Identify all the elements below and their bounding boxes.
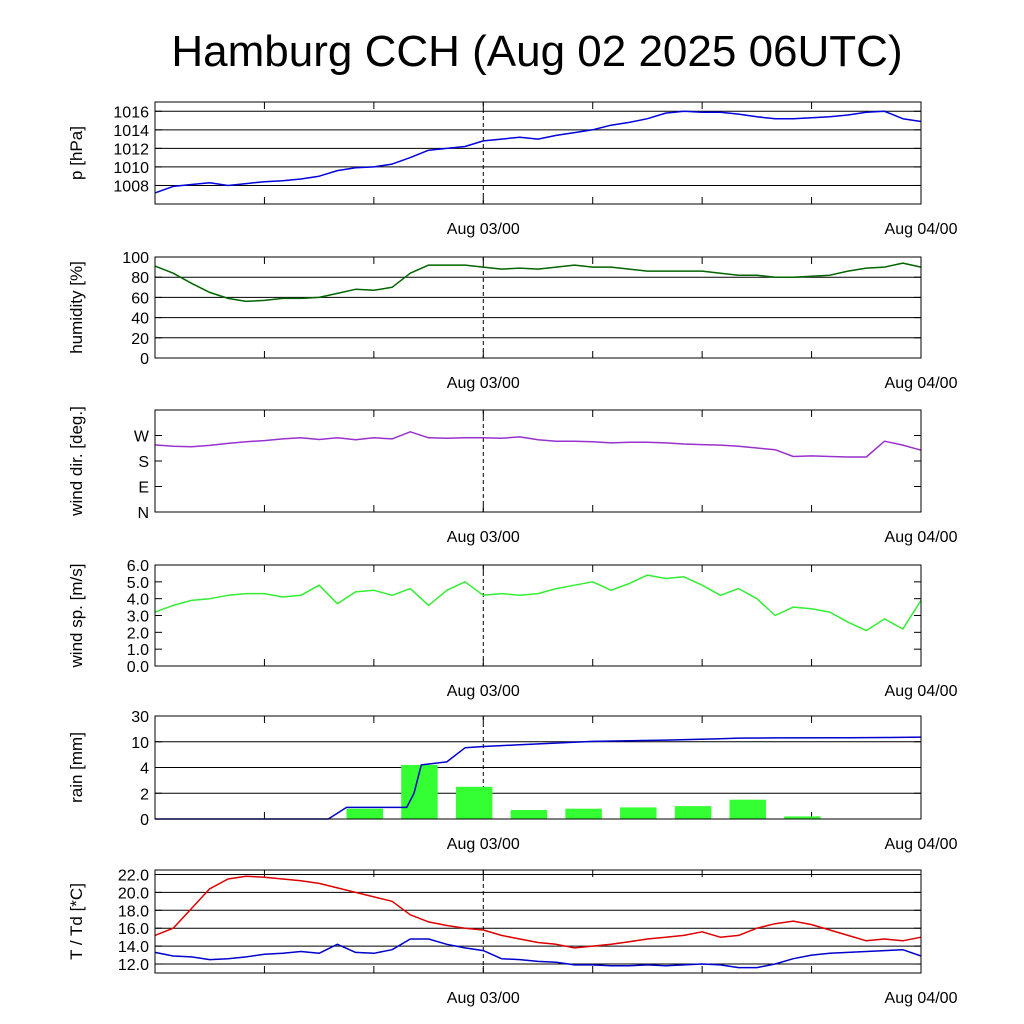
y-tick-label: 5.0 xyxy=(127,575,149,592)
rain-cumulative-line xyxy=(155,736,922,820)
y-tick-label: 1010 xyxy=(113,160,149,177)
y-tick-label: 30 xyxy=(131,709,149,726)
y-tick-label: S xyxy=(138,454,149,471)
y-tick-label: 18.0 xyxy=(118,903,149,920)
y-tick-label: 1008 xyxy=(113,178,149,195)
plot-frame xyxy=(154,869,922,974)
y-tick-label: 100 xyxy=(122,250,149,267)
y-tick-label: 10 xyxy=(131,735,149,752)
y-axis-label: rain [mm] xyxy=(67,732,86,803)
rain-bar xyxy=(620,807,657,819)
series-line-2 xyxy=(154,938,922,969)
plot-frame xyxy=(154,715,922,820)
y-tick-label: 4 xyxy=(140,761,149,778)
y-tick-label: E xyxy=(138,480,149,497)
y-tick-label: 2 xyxy=(140,786,149,803)
y-tick-label: 1016 xyxy=(113,104,149,121)
y-tick-label: 16.0 xyxy=(118,921,149,938)
series-line-1 xyxy=(154,574,922,632)
rain-bar xyxy=(784,816,821,819)
y-tick-label: 0 xyxy=(140,812,149,829)
y-axis-label: wind dir. [deg.] xyxy=(67,406,86,517)
x-date-label: Aug 03/00 xyxy=(447,375,520,392)
y-tick-label: 14.0 xyxy=(118,939,149,956)
y-tick-label: N xyxy=(137,505,149,522)
y-tick-label: W xyxy=(134,429,150,446)
x-date-label: Aug 03/00 xyxy=(447,990,520,1007)
series-line-1 xyxy=(154,431,922,458)
x-date-label: Aug 04/00 xyxy=(885,529,958,546)
chart-title: Hamburg CCH (Aug 02 2025 06UTC) xyxy=(171,27,902,76)
panel-2: 0 20 40 60 80 100 humidity [%] Aug 03/00 Aug 04/… xyxy=(67,250,958,392)
panel-6: 12.014.016.018.020.022.0 T / Td [*C] Aug 0… xyxy=(67,867,958,1007)
series-line-1 xyxy=(154,110,922,194)
y-axis-label: p [hPa] xyxy=(67,126,86,180)
y-tick-label: 80 xyxy=(131,270,149,287)
rain-bar xyxy=(455,786,493,819)
y-tick-label: 1014 xyxy=(113,123,149,140)
y-axis-label: humidity [%] xyxy=(67,261,86,354)
y-tick-label: 60 xyxy=(131,290,149,307)
rain-bar xyxy=(674,806,712,819)
rain-bar xyxy=(510,809,548,819)
x-date-label: Aug 03/00 xyxy=(447,221,520,238)
y-tick-label: 40 xyxy=(131,311,149,328)
rain-bar xyxy=(729,799,766,819)
y-tick-label: 1012 xyxy=(113,141,149,158)
x-date-label: Aug 03/00 xyxy=(447,836,520,853)
plot-frame xyxy=(154,256,922,359)
x-date-label: Aug 03/00 xyxy=(447,683,520,700)
plot-frame xyxy=(154,564,922,667)
y-tick-label: 3.0 xyxy=(127,609,149,626)
series-line-1 xyxy=(154,875,922,949)
y-axis-label: T / Td [*C] xyxy=(67,883,86,960)
y-tick-label: 1.0 xyxy=(127,642,149,659)
plot-frame xyxy=(154,101,922,205)
series-line-1 xyxy=(154,262,922,303)
x-date-label: Aug 03/00 xyxy=(447,529,520,546)
y-axis-label: wind sp. [m/s] xyxy=(67,564,86,669)
y-tick-label: 22.0 xyxy=(118,867,149,884)
x-date-label: Aug 04/00 xyxy=(885,836,958,853)
y-tick-label: 12.0 xyxy=(118,957,149,974)
y-tick-label: 20.0 xyxy=(118,885,149,902)
rain-bar xyxy=(346,808,383,819)
rain-bar xyxy=(565,808,602,819)
x-date-label: Aug 04/00 xyxy=(885,990,958,1007)
panel-5: 0 2 4 10 30 rain [mm] Aug 03/00 Aug 04/00 xyxy=(67,709,958,853)
y-tick-label: 0.0 xyxy=(127,659,149,676)
x-date-label: Aug 04/00 xyxy=(885,221,958,238)
y-tick-label: 20 xyxy=(131,331,149,348)
y-tick-label: 0 xyxy=(140,351,149,368)
panel-4: 0.01.02.03.04.05.06.0 wind sp. [m/s] Aug 0… xyxy=(67,558,958,700)
x-date-label: Aug 04/00 xyxy=(885,683,958,700)
y-tick-label: 2.0 xyxy=(127,625,149,642)
y-tick-label: 4.0 xyxy=(127,592,149,609)
y-tick-label: 6.0 xyxy=(127,558,149,575)
plot-frame xyxy=(154,409,922,513)
x-date-label: Aug 04/00 xyxy=(885,375,958,392)
